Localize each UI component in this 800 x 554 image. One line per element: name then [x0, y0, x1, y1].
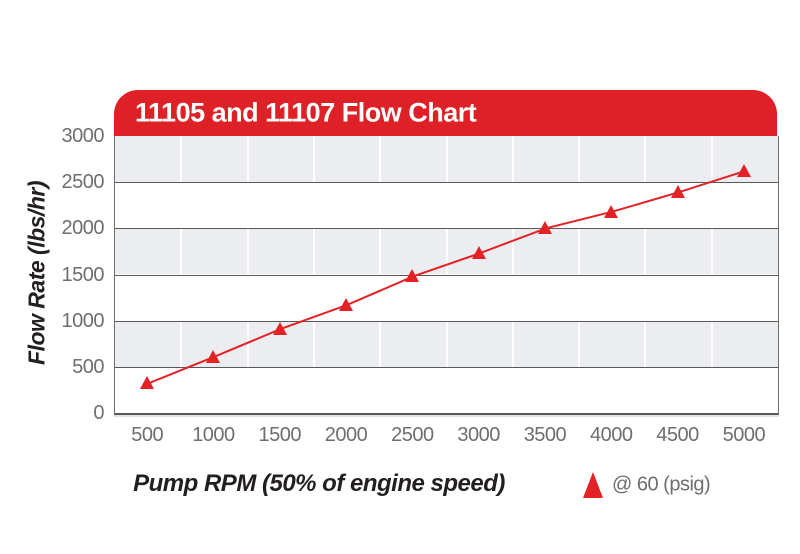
y-tick-label: 2000 — [61, 217, 105, 240]
series-line — [147, 170, 746, 385]
x-tick-label: 2500 — [391, 424, 434, 446]
data-point-marker — [272, 321, 287, 335]
y-tick-label: 1000 — [61, 309, 105, 332]
horizontal-gridline — [115, 274, 778, 276]
data-point-marker — [736, 164, 751, 178]
data-point-marker — [339, 297, 354, 311]
y-tick-label: 500 — [72, 355, 104, 378]
horizontal-gridline — [115, 228, 778, 230]
x-tick-label: 5000 — [722, 424, 766, 446]
x-tick-label: 1000 — [192, 424, 235, 446]
red-triangle-icon — [583, 472, 603, 498]
x-tick-label: 500 — [131, 424, 164, 446]
data-point-marker — [537, 221, 552, 235]
y-tick-label: 2500 — [61, 171, 105, 194]
chart-title: 11105 and 11107 Flow Chart — [135, 97, 477, 128]
y-tick-label: 3000 — [61, 125, 105, 147]
horizontal-gridline — [115, 182, 778, 184]
x-axis-title: Pump RPM (50% of engine speed) — [133, 470, 505, 497]
y-tick-label: 0 — [93, 402, 104, 424]
horizontal-gridline — [115, 320, 778, 322]
data-point-marker — [670, 185, 685, 199]
x-tick-label: 3000 — [457, 424, 500, 446]
data-point-marker — [206, 349, 221, 363]
x-tick-label: 3500 — [523, 424, 567, 446]
data-point-marker — [604, 204, 619, 218]
horizontal-gridline — [115, 366, 778, 368]
x-tick-label: 4000 — [590, 424, 633, 446]
data-point-marker — [405, 269, 420, 283]
data-point-marker — [471, 246, 486, 260]
plot-area — [114, 136, 779, 415]
legend-label: @ 60 (psig) — [612, 473, 711, 496]
x-tick-label: 1500 — [258, 424, 302, 446]
x-tick-label: 2000 — [324, 424, 368, 446]
x-tick-label: 4500 — [656, 424, 699, 446]
data-point-marker — [140, 376, 155, 390]
y-tick-label: 1500 — [61, 263, 105, 286]
chart-title-bar: 11105 and 11107 Flow Chart — [114, 90, 777, 136]
